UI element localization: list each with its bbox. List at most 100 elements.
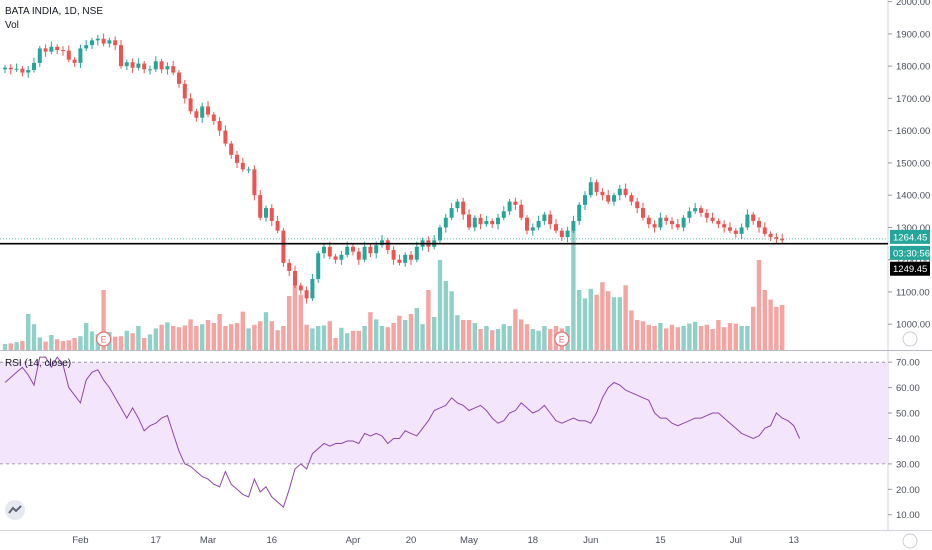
candle	[501, 206, 506, 221]
candle	[26, 66, 31, 78]
volume-bar	[420, 324, 425, 350]
candle	[211, 111, 216, 125]
candle	[124, 59, 129, 70]
candle	[461, 197, 466, 220]
price-tick-label: 2000.00	[896, 0, 930, 8]
candle-body	[26, 70, 31, 73]
volume-bar	[362, 326, 367, 350]
candle	[269, 204, 274, 227]
candle-body	[269, 208, 274, 221]
rsi-line	[4, 356, 801, 508]
candle	[728, 222, 732, 234]
volume-bar	[327, 321, 332, 350]
volume-bar	[623, 285, 628, 350]
volume-bar	[582, 298, 588, 350]
candle-body	[565, 230, 570, 238]
rsi-tick-label: 30.00	[896, 459, 920, 470]
candle-body	[240, 162, 245, 170]
price-tick-label: 1100.00	[896, 287, 930, 298]
volume-bar	[704, 324, 709, 350]
candle	[629, 192, 634, 206]
volume-bar	[159, 324, 164, 350]
candle	[258, 190, 263, 221]
candle	[722, 220, 727, 233]
volume-bar	[414, 308, 419, 350]
candle-body	[467, 214, 471, 228]
candle-body	[745, 214, 750, 228]
candle-body	[554, 224, 558, 231]
volume-bar	[466, 320, 472, 350]
time-axis[interactable]: Feb 17 Mar 16 Apr 20 May 18 Jun 15 Jul 13	[72, 535, 799, 546]
volume-bar	[240, 311, 245, 350]
candle-body	[385, 240, 390, 250]
candle	[565, 226, 570, 243]
volume-bar	[234, 323, 240, 350]
candle	[658, 212, 663, 230]
volume-bar	[739, 326, 744, 350]
volume-bar	[710, 329, 715, 350]
rsi-legend[interactable]: RSI (14, close)	[5, 358, 72, 369]
candle	[136, 58, 141, 71]
symbol-legend[interactable]: BATA INDIA, 1D, NSE	[5, 6, 103, 17]
candle-body	[629, 195, 634, 202]
candle-body	[304, 290, 309, 299]
candle-body	[577, 204, 582, 221]
candle	[356, 247, 361, 265]
volume-bar	[693, 321, 698, 350]
candle-body	[438, 227, 442, 241]
volume-bar	[611, 297, 617, 350]
candle-body	[519, 204, 524, 218]
candle-body	[409, 254, 413, 260]
candle-body	[652, 224, 657, 228]
volume-bar	[716, 320, 721, 350]
volume-bar	[646, 324, 651, 350]
volume-bar	[426, 290, 431, 350]
candle-body	[414, 246, 419, 260]
volume-bar	[780, 305, 785, 350]
volume-bar	[379, 326, 385, 350]
candle	[774, 233, 779, 244]
time-tick-label: Jun	[583, 535, 598, 546]
candle-body	[293, 270, 297, 286]
candle-body	[345, 246, 350, 255]
candle-body	[200, 106, 205, 118]
price-axis[interactable]: 1000.00 1100.00 1200.00 1300.00 1400.00 1500.…	[888, 0, 930, 549]
candle-body	[113, 40, 118, 46]
volume-bar	[147, 334, 153, 350]
volume-bar	[200, 324, 205, 350]
volume-bar	[507, 326, 512, 350]
candle-body	[681, 217, 686, 228]
volume-bar	[287, 296, 292, 350]
volume-bar	[669, 324, 675, 350]
tradingview-logo-icon[interactable]	[5, 500, 25, 520]
price-tick-label: 1500.00	[896, 158, 930, 169]
volume-bar	[658, 323, 663, 350]
candle-body	[380, 240, 384, 246]
volume-bar	[571, 230, 576, 350]
candle	[623, 183, 628, 198]
candle-body	[501, 211, 506, 218]
candle-body	[704, 212, 709, 218]
candle-body	[159, 61, 164, 70]
candle-body	[246, 169, 251, 171]
volume-bar	[751, 306, 756, 350]
candle	[14, 63, 19, 72]
candle-body	[490, 220, 495, 225]
volume-bar	[292, 285, 298, 350]
candle	[519, 199, 524, 221]
candle	[571, 215, 576, 234]
volume-bar	[774, 306, 779, 350]
time-tick-label: Apr	[346, 535, 361, 546]
candle-body	[316, 253, 321, 280]
candle-body	[258, 195, 263, 218]
candle-body	[455, 201, 460, 209]
price-badges: 1264.45 03:30:56 1249.45	[890, 229, 930, 276]
volume-bar	[635, 320, 640, 350]
candle	[78, 44, 83, 69]
volume-legend[interactable]: Vol	[5, 20, 19, 31]
candle-body	[710, 217, 715, 221]
volume-bar	[339, 327, 344, 350]
candle	[206, 101, 210, 118]
